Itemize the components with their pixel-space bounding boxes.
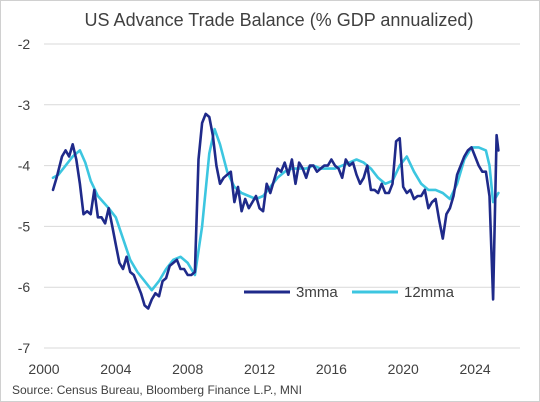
- source-note: Source: Census Bureau, Bloomberg Finance…: [12, 383, 302, 397]
- x-tick-label: 2020: [388, 361, 419, 377]
- series-line-12mma: [51, 127, 500, 292]
- x-tick-label: 2024: [460, 361, 491, 377]
- y-tick-label: -4: [18, 158, 31, 174]
- x-tick-label: 2004: [100, 361, 131, 377]
- x-axis-ticks: 2000 2004 2008 2012 2016 2020 2024: [28, 361, 490, 377]
- x-tick-label: 2012: [244, 361, 275, 377]
- y-tick-label: -6: [18, 279, 31, 295]
- legend-label-3mma: 3mma: [296, 284, 338, 301]
- y-tick-label: -7: [18, 340, 31, 356]
- y-axis-ticks: -2 -3 -4 -5 -6 -7: [18, 36, 31, 356]
- series-lines: [51, 112, 500, 310]
- legend-label-12mma: 12mma: [404, 284, 455, 301]
- gridlines: [44, 43, 520, 349]
- y-tick-label: -5: [18, 218, 31, 234]
- chart-title: US Advance Trade Balance (% GDP annualiz…: [85, 10, 474, 30]
- legend: 3mma 12mma: [244, 284, 455, 301]
- x-tick-label: 2008: [172, 361, 203, 377]
- series-line-3mma: [51, 112, 500, 310]
- y-tick-label: -3: [18, 97, 31, 113]
- y-tick-label: -2: [18, 36, 31, 52]
- x-tick-label: 2016: [316, 361, 347, 377]
- x-tick-label: 2000: [28, 361, 59, 377]
